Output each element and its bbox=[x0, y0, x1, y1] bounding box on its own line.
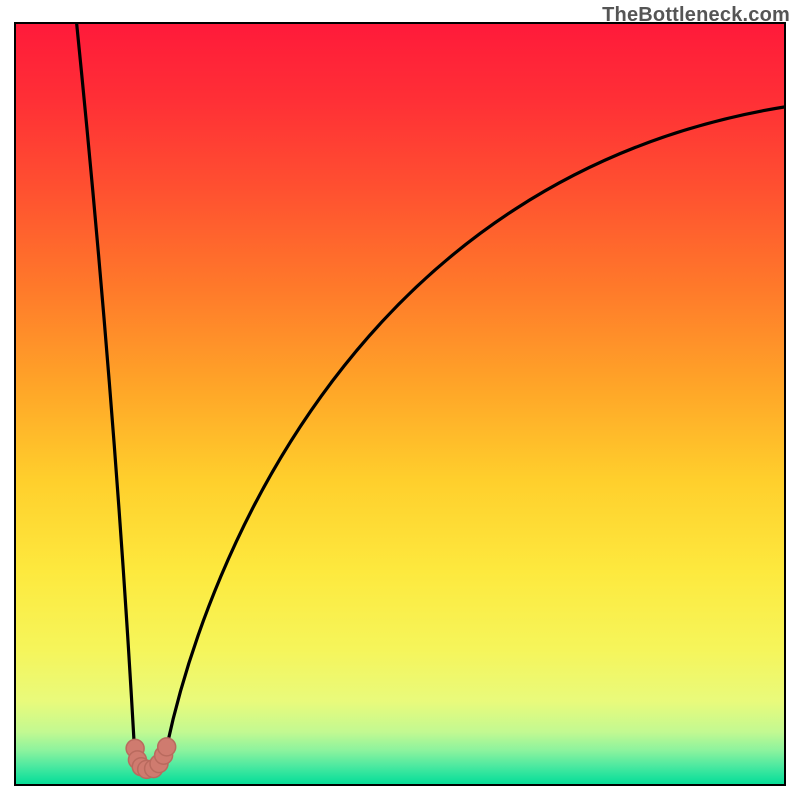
trough-node bbox=[158, 738, 176, 756]
chart-container: TheBottleneck.com bbox=[0, 0, 800, 800]
bottleneck-chart bbox=[0, 0, 800, 800]
attribution-text: TheBottleneck.com bbox=[602, 4, 790, 27]
